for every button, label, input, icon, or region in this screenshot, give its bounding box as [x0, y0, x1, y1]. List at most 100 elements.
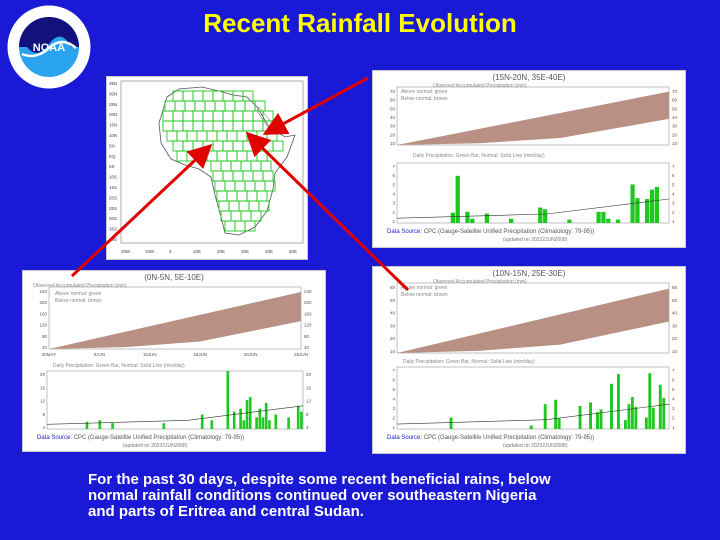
accum-y-tick-label: 20: [390, 132, 396, 137]
daily-y-tick-label: 6: [392, 173, 395, 178]
source-label: Data Source:: [37, 435, 73, 441]
map-lon-label: 50E: [289, 249, 297, 254]
daily-bar: [543, 404, 547, 429]
daily-bar: [261, 417, 265, 429]
accum-y-tick-label: 50: [390, 298, 396, 303]
daily-bar: [627, 404, 631, 429]
map-lon-label: 10W: [145, 249, 155, 254]
accum-y-tick-label: 50: [672, 298, 678, 303]
source-text: CPC (Gauge-Satellite Unified Precipitati…: [73, 435, 245, 441]
daily-y-tick-label: 6: [672, 173, 675, 178]
daily-bar: [111, 423, 114, 429]
map-lon-label: 20W: [121, 249, 131, 254]
slide-title: Recent Rainfall Evolution: [203, 8, 517, 38]
daily-y-tick-label: 5: [672, 387, 675, 392]
accum-y-tick-label: 60: [390, 98, 396, 103]
daily-bar: [654, 187, 659, 223]
daily-bar: [264, 402, 268, 429]
daily-title: Daily Precipitation: Green Bar, Normal: …: [53, 363, 185, 369]
chart-panel-bottom-right: (10N-15N, 25E-30E) Observed Accumulated …: [372, 266, 686, 454]
map-lat-label: 25S: [109, 206, 117, 211]
daily-bar: [239, 408, 242, 429]
x-tick-label: 15JUN: [193, 352, 207, 357]
daily-bar: [509, 218, 514, 223]
daily-y-tick-label: 3: [392, 201, 395, 206]
daily-bar: [554, 399, 558, 429]
daily-y-tick-label: 20: [306, 372, 312, 377]
daily-bar: [200, 414, 204, 429]
legend-above: Above normal: green: [55, 291, 102, 297]
daily-bar: [162, 423, 166, 429]
accum-y-tick-label: 60: [390, 285, 396, 290]
daily-bar: [543, 209, 548, 223]
accum-title: Observed Accumulated Precipitation (mm): [33, 283, 127, 289]
map-lon-label: 30E: [241, 249, 249, 254]
accum-y-tick-label: 40: [390, 115, 396, 120]
daily-bar: [557, 418, 561, 429]
accum-y-tick-label: 60: [672, 285, 678, 290]
caption-line: For the past 30 days, despite some recen…: [88, 471, 551, 488]
map-grid-cell: [272, 140, 284, 152]
daily-y-tick-label: 1: [392, 425, 395, 430]
map-lat-label: 5S: [109, 164, 115, 169]
x-tick-label: 5JUN: [94, 352, 105, 357]
arrow-to-map-from-top-right: [262, 76, 369, 135]
daily-bar: [450, 212, 455, 223]
accum-y-tick-label: 30: [390, 323, 396, 328]
normal-line: [187, 405, 304, 421]
map-lat-label: 15N: [109, 123, 117, 128]
daily-plot-frame: [46, 370, 304, 430]
data-source: Data Source: CPC (Gauge-Satellite Unifie…: [387, 435, 594, 441]
chart-panel-bottom-left: (0N-5N, 5E-10E) Observed Accumulated Pre…: [22, 270, 326, 452]
daily-bar: [615, 219, 621, 223]
accum-y-tick-label: 240: [39, 289, 47, 294]
rainfall-chart-br: 60 60 50 50 40 40 30 30 20 20 10 10 7 7 6 6 5 5 4 4 3 3 2 2 1 1: [390, 282, 678, 430]
normal-line: [546, 403, 670, 420]
daily-bar: [465, 211, 470, 223]
daily-y-tick-label: 6: [392, 378, 395, 383]
x-tick-label: 10JUN: [143, 352, 157, 357]
daily-y-tick-label: 5: [672, 182, 675, 187]
daily-bar: [658, 384, 662, 429]
daily-y-tick-label: 4: [392, 397, 395, 402]
daily-bar: [651, 407, 655, 429]
daily-y-tick-label: 16: [40, 385, 46, 390]
daily-bar: [274, 414, 278, 429]
caption-line: normal rainfall conditions continued ove…: [88, 487, 537, 504]
daily-y-tick-label: 8: [42, 412, 45, 417]
daily-bar: [610, 383, 613, 429]
daily-title: Daily Precipitation: Green Bar, Normal: …: [413, 153, 545, 159]
data-source: Data Source: CPC (Gauge-Satellite Unifie…: [387, 229, 594, 235]
rainfall-chart-bl: 240 240 200 200 160 160 120 120 80 80 40 40 30MAY 5JU…: [39, 286, 312, 430]
daily-bar: [634, 406, 638, 429]
updated-text: (updated on 20232JUN2008): [503, 443, 568, 449]
x-tick-label: 25JUN: [294, 352, 308, 357]
daily-bar: [470, 218, 475, 223]
daily-bar: [599, 409, 603, 429]
daily-y-tick-label: 7: [672, 368, 675, 373]
daily-bar: [623, 420, 627, 429]
accum-y-tick-label: 50: [672, 106, 678, 111]
daily-bar: [538, 207, 543, 223]
map-grid-cell: [258, 200, 270, 212]
map-lon-label: 40E: [265, 249, 273, 254]
legend-above: Above normal: green: [401, 89, 448, 95]
data-source: Data Source: CPC (Gauge-Satellite Unifie…: [37, 435, 244, 441]
map-lat-label: 10S: [109, 175, 117, 180]
accum-y-tick-label: 70: [390, 89, 396, 94]
accum-y-tick-label: 200: [39, 300, 47, 305]
daily-bar: [645, 199, 650, 223]
rainfall-chart-tr: 70 70 60 60 50 50 40 40 30 30 20 20 10 10 7 7 6 6 5 5 4 4 3 3 2 2…: [390, 86, 678, 224]
daily-bar: [449, 417, 453, 429]
legend-below: Below normal: brown: [401, 292, 448, 298]
accum-y-tick-label: 40: [672, 115, 678, 120]
daily-bar: [255, 417, 258, 429]
accum-y-tick-label: 50: [390, 106, 396, 111]
updated-text: (updated on 20232JUN2008): [123, 443, 188, 449]
map-lat-label: 20N: [109, 112, 117, 117]
daily-y-tick-label: 2: [392, 210, 395, 215]
map-lat-label: 35N: [109, 81, 117, 86]
daily-bar: [455, 175, 460, 223]
daily-bar: [649, 189, 655, 223]
